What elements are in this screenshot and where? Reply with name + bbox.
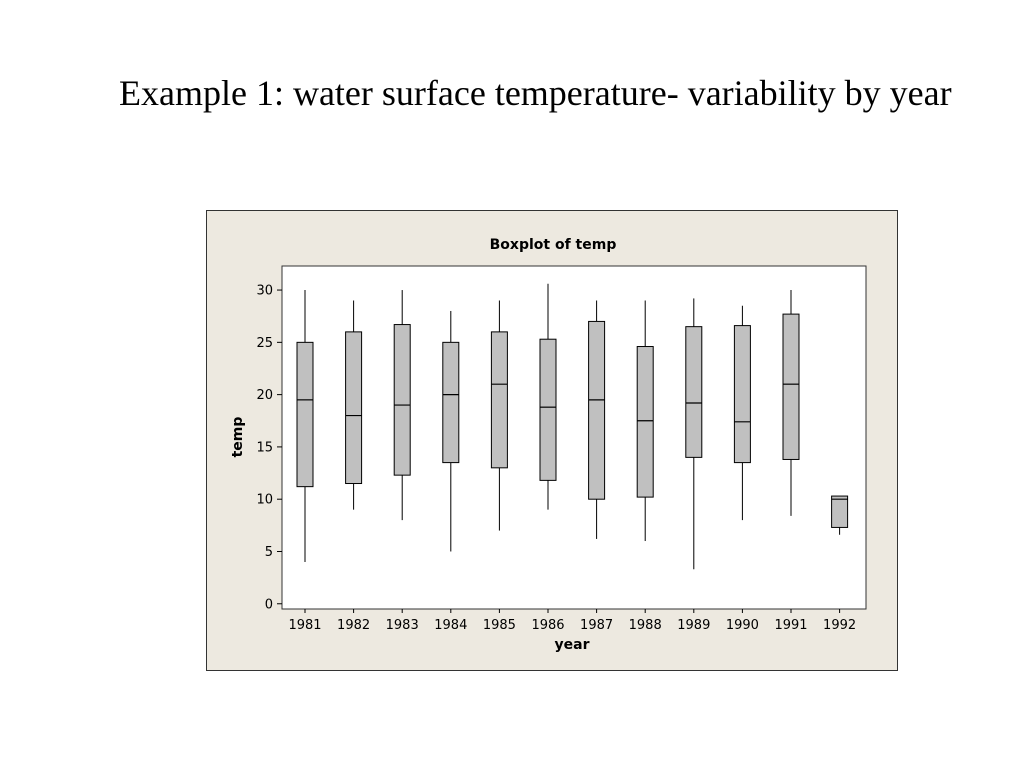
plot-area: [281, 265, 867, 610]
iqr-box: [442, 341, 460, 464]
box-1990: [733, 305, 751, 521]
y-tick-label: 0: [265, 597, 273, 612]
iqr-box: [782, 313, 800, 460]
x-tick-label: 1988: [629, 618, 662, 633]
x-axis-label: year: [555, 637, 590, 653]
x-tick-label: 1992: [823, 618, 856, 633]
y-tick-label: 10: [256, 493, 273, 508]
y-tick-label: 20: [256, 388, 273, 403]
chart-frame: Boxplot of temp 0 5 10 15 20 25 30 1981 1982 198…: [206, 210, 898, 671]
x-tick-label: 1986: [531, 618, 564, 633]
iqr-box: [636, 346, 654, 498]
iqr-box: [733, 325, 751, 464]
box-1982: [345, 300, 363, 510]
iqr-box: [831, 495, 849, 528]
iqr-box: [490, 331, 508, 469]
box-1988: [636, 300, 654, 542]
chart-title: Boxplot of temp: [490, 237, 617, 253]
x-tick-label: 1983: [386, 618, 419, 633]
box-1985: [490, 300, 508, 531]
slide-title: Example 1: water surface temperature- va…: [119, 73, 952, 113]
box-1984: [442, 310, 460, 552]
x-tick-label: 1987: [580, 618, 613, 633]
y-tick-label: 15: [256, 440, 273, 455]
y-axis-label: temp: [230, 417, 246, 458]
x-tick-label: 1989: [677, 618, 710, 633]
box-1983: [393, 290, 411, 521]
box-1992: [831, 495, 849, 535]
x-tick-label: 1982: [337, 618, 370, 633]
y-axis: 0 5 10 15 20 25 30: [256, 284, 282, 612]
x-tick-label: 1991: [774, 618, 807, 633]
y-tick-label: 5: [265, 545, 273, 560]
iqr-box: [393, 324, 411, 476]
box-1986: [539, 283, 557, 510]
y-tick-label: 25: [256, 336, 273, 351]
iqr-box: [588, 320, 606, 500]
x-tick-label: 1981: [288, 618, 321, 633]
iqr-box: [296, 341, 314, 488]
iqr-box: [539, 338, 557, 481]
x-tick-label: 1984: [434, 618, 467, 633]
box-1987: [588, 300, 606, 539]
box-1991: [782, 290, 800, 516]
iqr-box: [685, 326, 703, 458]
boxes-group: [296, 283, 849, 570]
iqr-box: [345, 331, 363, 485]
box-1989: [685, 298, 703, 570]
x-axis: 1981 1982 1983 1984 1985 1986 1987 1988 1989 1990…: [288, 609, 856, 633]
box-1981: [296, 290, 314, 562]
y-tick-label: 30: [256, 284, 273, 299]
x-tick-label: 1985: [483, 618, 516, 633]
x-tick-label: 1990: [726, 618, 759, 633]
